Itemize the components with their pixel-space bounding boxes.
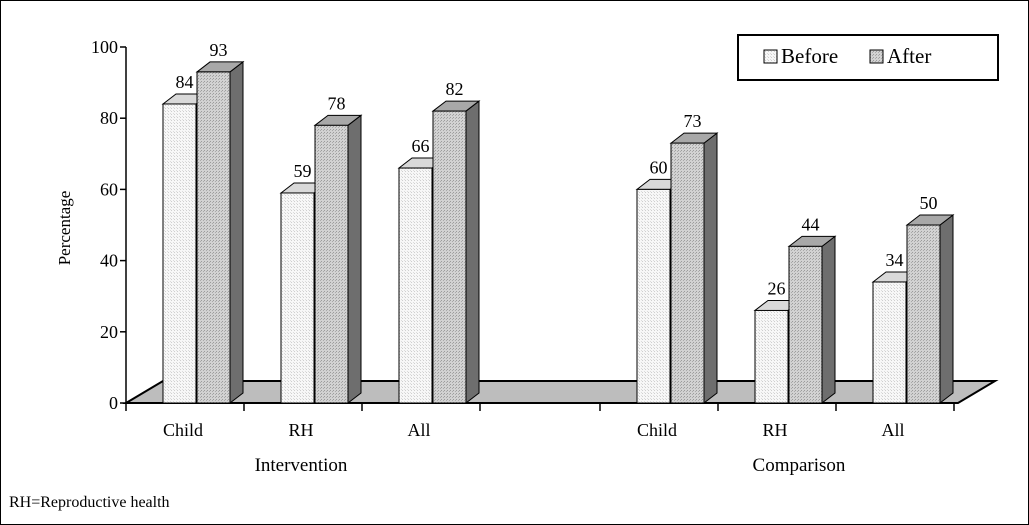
y-tick-label: 0 <box>109 393 118 413</box>
group-label: Intervention <box>255 455 348 476</box>
y-tick-label: 60 <box>100 179 118 199</box>
bar-side <box>940 215 953 403</box>
bar-front <box>873 282 906 403</box>
y-tick-label: 100 <box>91 37 118 57</box>
bar-value-label: 34 <box>886 250 904 270</box>
legend-swatch-after <box>870 50 883 63</box>
legend-label-after: After <box>887 44 931 68</box>
bar-front <box>789 246 822 403</box>
legend-label-before: Before <box>781 44 838 68</box>
bar-front <box>755 310 788 403</box>
bar-value-label: 84 <box>176 72 194 92</box>
chart-floor <box>126 381 995 403</box>
group-label: Comparison <box>753 455 846 476</box>
bar-value-label: 82 <box>446 79 464 99</box>
bar-value-label: 93 <box>210 40 228 60</box>
bar-side <box>348 115 361 403</box>
bar-value-label: 50 <box>920 193 938 213</box>
bar-value-label: 26 <box>768 278 786 298</box>
x-tick-label: Child <box>637 420 677 440</box>
bar-front <box>907 225 940 403</box>
bar-comparison-rh-after <box>789 236 835 403</box>
bar-front <box>281 193 314 403</box>
bar-value-label: 44 <box>802 214 820 234</box>
bar-intervention-all-after <box>433 101 479 403</box>
floor-plane <box>126 381 995 403</box>
bar-value-label: 66 <box>412 136 430 156</box>
bar-front <box>163 104 196 403</box>
bar-front <box>637 189 670 403</box>
y-tick-label: 40 <box>100 251 118 271</box>
bar-side <box>704 133 717 403</box>
legend: Before After <box>738 35 998 80</box>
y-axis-label: Percentage <box>55 191 74 266</box>
footnote: RH=Reproductive health <box>9 494 170 511</box>
bar-value-label: 73 <box>684 111 702 131</box>
x-tick-label: Child <box>163 420 203 440</box>
bars <box>163 62 953 403</box>
y-tick-label: 80 <box>100 108 118 128</box>
bar-front <box>399 168 432 403</box>
bar-side <box>230 62 243 403</box>
bar-side <box>466 101 479 403</box>
x-tick-label: RH <box>288 420 313 440</box>
bar-comparison-all-after <box>907 215 953 403</box>
bar-front <box>197 72 230 403</box>
legend-swatch-before <box>764 50 777 63</box>
bar-front <box>433 111 466 403</box>
bar-side <box>822 236 835 403</box>
bar-value-label: 59 <box>294 161 312 181</box>
bar-intervention-child-after <box>197 62 243 403</box>
bar-value-label: 60 <box>650 157 668 177</box>
x-tick-label: All <box>881 420 904 440</box>
bar-value-label: 78 <box>328 93 346 113</box>
bar-front <box>671 143 704 403</box>
bar-comparison-child-after <box>671 133 717 403</box>
y-tick-label: 20 <box>100 322 118 342</box>
x-tick-label: All <box>407 420 430 440</box>
bar-intervention-rh-after <box>315 115 361 403</box>
bar-front <box>315 125 348 403</box>
x-tick-label: RH <box>762 420 787 440</box>
